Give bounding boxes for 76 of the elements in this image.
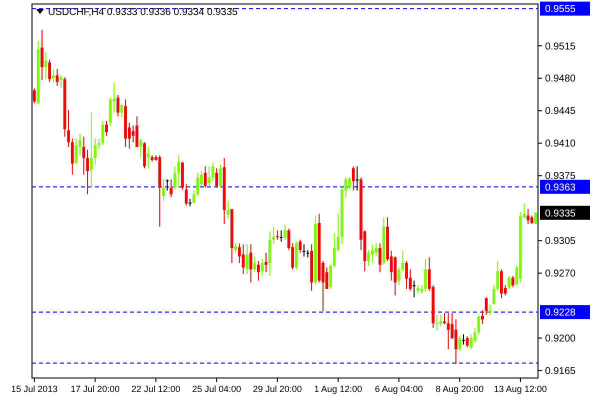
y-tick-label: 0.9410 bbox=[545, 138, 576, 150]
candlestick bbox=[215, 168, 218, 188]
candlestick bbox=[246, 244, 248, 275]
ref-line-label: 0.9363 bbox=[545, 182, 576, 194]
candlestick bbox=[435, 314, 438, 332]
y-tick-label: 0.9445 bbox=[545, 106, 576, 118]
candlestick bbox=[378, 242, 382, 273]
candlestick bbox=[511, 275, 514, 288]
candlestick bbox=[177, 154, 180, 188]
chart-title: USDCHF,H4 0.9333 0.9336 0.9334 0.9335 bbox=[48, 7, 238, 18]
x-tick-label: 17 Jul 20:00 bbox=[70, 384, 120, 394]
candlestick bbox=[60, 74, 62, 88]
candlestick bbox=[234, 242, 238, 254]
ref-line-label: 0.9228 bbox=[545, 308, 576, 319]
candlestick bbox=[48, 59, 51, 82]
candlestick bbox=[32, 88, 36, 104]
candlestick bbox=[424, 258, 427, 292]
candlestick bbox=[170, 178, 173, 198]
x-tick-label: 29 Jul 20:00 bbox=[252, 384, 302, 394]
candlestick bbox=[86, 149, 89, 195]
candlestick bbox=[284, 224, 286, 240]
candlestick bbox=[370, 244, 374, 264]
text: 0.9335 bbox=[545, 208, 576, 220]
candlestick bbox=[256, 260, 260, 282]
candlestick bbox=[462, 334, 465, 346]
candlestick bbox=[454, 319, 458, 365]
candlestick bbox=[162, 178, 165, 202]
x-tick-label: 15 Jul 2013 bbox=[11, 384, 58, 394]
candlestick bbox=[253, 256, 256, 273]
candlestick bbox=[226, 200, 230, 219]
candlestick bbox=[412, 280, 416, 298]
ref-line-label: 0.9555 bbox=[545, 4, 576, 16]
candlestick bbox=[208, 166, 210, 186]
x-tick-label: 13 Aug 12:00 bbox=[494, 384, 547, 394]
candlestick bbox=[90, 112, 93, 188]
candlestick bbox=[302, 244, 306, 257]
candlestick bbox=[116, 94, 120, 117]
candlestick bbox=[132, 125, 135, 143]
candlestick bbox=[52, 68, 55, 84]
candlestick bbox=[166, 178, 169, 192]
candlestick bbox=[329, 264, 332, 290]
candlestick bbox=[135, 116, 138, 148]
candlestick bbox=[367, 249, 370, 266]
candlestick bbox=[405, 260, 408, 290]
candlestick bbox=[526, 208, 530, 224]
y-tick-label: 0.9200 bbox=[545, 334, 576, 345]
candlestick bbox=[219, 164, 222, 188]
candlestick bbox=[481, 310, 484, 325]
x-tick-label: 1 Aug 12:00 bbox=[314, 384, 362, 394]
candlestick bbox=[143, 142, 146, 169]
candlestick bbox=[70, 138, 74, 176]
candlestick bbox=[488, 304, 492, 316]
candlestick bbox=[500, 268, 503, 299]
y-tick-label: 0.9165 bbox=[545, 366, 576, 378]
candlestick bbox=[534, 211, 538, 224]
x-tick-label: 25 Jul 04:00 bbox=[192, 384, 242, 394]
x-tick-label: 8 Aug 20:00 bbox=[436, 384, 484, 394]
candlestick bbox=[356, 166, 359, 192]
candlestick bbox=[105, 120, 108, 136]
candlestick bbox=[276, 230, 279, 240]
candlestick bbox=[352, 166, 355, 192]
candlestick bbox=[264, 252, 268, 273]
candlestick bbox=[56, 68, 59, 86]
x-tick-label: 6 Aug 04:00 bbox=[374, 384, 423, 394]
candlestick bbox=[470, 334, 472, 350]
y-tick-label: 0.9270 bbox=[545, 268, 576, 280]
y-tick-label: 0.9515 bbox=[545, 41, 576, 52]
candlestick bbox=[74, 138, 78, 166]
candlestick bbox=[40, 29, 44, 81]
candlestick bbox=[280, 230, 283, 242]
candlestick bbox=[211, 162, 214, 182]
x-tick-label: 22 Jul 12:00 bbox=[131, 384, 180, 394]
y-tick-label: 0.9480 bbox=[545, 74, 576, 85]
y-tick-label: 0.9305 bbox=[545, 236, 576, 248]
candlestick bbox=[508, 275, 510, 290]
y-tick-label: 0.9375 bbox=[545, 171, 576, 182]
